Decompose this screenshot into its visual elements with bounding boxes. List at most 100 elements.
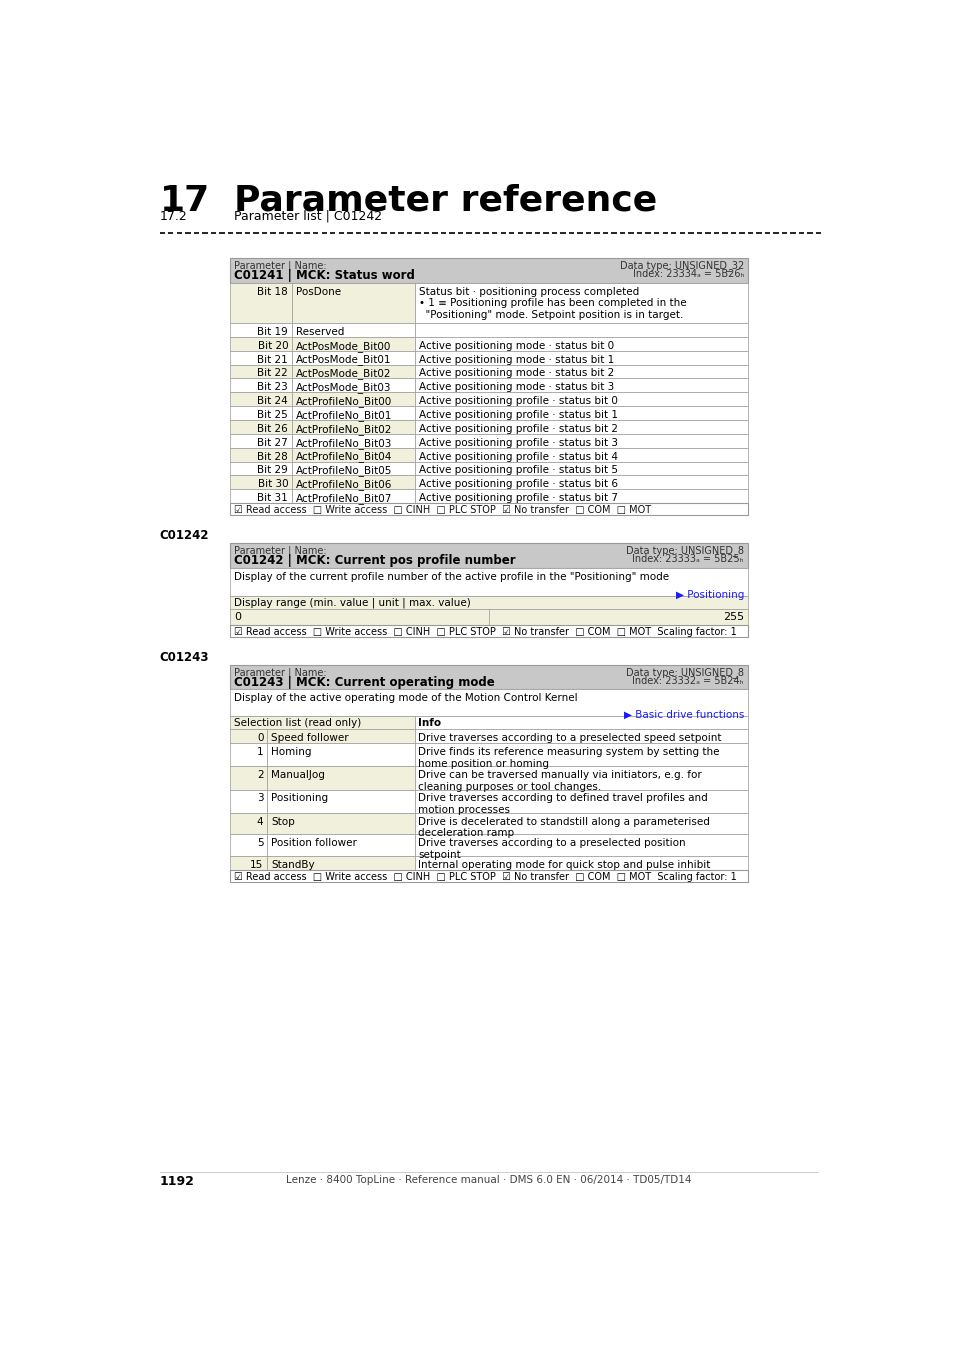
Bar (230, 448, 292, 462)
Text: C01242: C01242 (159, 529, 209, 543)
Text: Selection list (read only): Selection list (read only) (233, 718, 361, 728)
Text: ActProfileNo_Bit05: ActProfileNo_Bit05 (295, 466, 392, 477)
Bar (267, 856, 415, 869)
Bar (292, 351, 415, 364)
Text: Index: 23333ₐ = 5B25ₕ: Index: 23333ₐ = 5B25ₕ (632, 554, 743, 564)
Bar (415, 767, 747, 790)
Text: Active positioning profile · status bit 5: Active positioning profile · status bit … (418, 466, 618, 475)
Text: ActPosMode_Bit02: ActPosMode_Bit02 (295, 369, 391, 379)
Bar (230, 690, 747, 716)
Text: 15: 15 (250, 860, 263, 869)
Text: Bit 18: Bit 18 (257, 286, 288, 297)
Bar (230, 351, 292, 364)
Bar (230, 336, 292, 351)
Text: ▶ Basic drive functions: ▶ Basic drive functions (623, 710, 743, 721)
Bar (292, 378, 415, 393)
Bar (267, 767, 415, 790)
Text: Active positioning profile · status bit 4: Active positioning profile · status bit … (418, 451, 618, 462)
Text: Internal operating mode for quick stop and pulse inhibit: Internal operating mode for quick stop a… (418, 860, 710, 869)
Bar (230, 767, 267, 790)
Text: C01241 | MCK: Status word: C01241 | MCK: Status word (233, 269, 415, 282)
Bar (230, 834, 267, 856)
Text: ActProfileNo_Bit01: ActProfileNo_Bit01 (295, 410, 392, 421)
Text: C01243: C01243 (159, 651, 209, 664)
Text: Parameter | Name:: Parameter | Name: (233, 261, 326, 271)
Bar (415, 393, 747, 406)
Text: Data type: UNSIGNED_32: Data type: UNSIGNED_32 (619, 261, 743, 271)
Text: Bit 31: Bit 31 (257, 493, 288, 504)
Bar (230, 258, 747, 284)
Bar (415, 744, 747, 767)
Bar (230, 406, 292, 420)
Text: ActPosMode_Bit03: ActPosMode_Bit03 (295, 382, 391, 393)
Text: Bit 29: Bit 29 (257, 466, 288, 475)
Text: Position follower: Position follower (271, 838, 356, 848)
Bar (415, 433, 747, 448)
Text: Bit 27: Bit 27 (257, 437, 288, 448)
Bar (230, 729, 267, 744)
Bar (415, 448, 747, 462)
Text: Drive finds its reference measuring system by setting the
home position or homin: Drive finds its reference measuring syst… (418, 747, 720, 768)
Text: 1192: 1192 (159, 1176, 194, 1188)
Bar (415, 716, 747, 729)
Bar (415, 856, 747, 869)
Text: Bit 28: Bit 28 (257, 451, 288, 462)
Bar (230, 716, 415, 729)
Text: Active positioning mode · status bit 3: Active positioning mode · status bit 3 (418, 382, 614, 393)
Bar (230, 609, 747, 625)
Text: ActProfileNo_Bit02: ActProfileNo_Bit02 (295, 424, 392, 435)
Bar (415, 336, 747, 351)
Text: Parameter | Name:: Parameter | Name: (233, 545, 326, 556)
Text: Bit 23: Bit 23 (257, 382, 288, 393)
Text: Active positioning profile · status bit 2: Active positioning profile · status bit … (418, 424, 618, 433)
Bar (230, 664, 747, 690)
Text: Active positioning mode · status bit 1: Active positioning mode · status bit 1 (418, 355, 614, 364)
Bar (415, 364, 747, 378)
Bar (415, 462, 747, 475)
Text: 0: 0 (233, 613, 241, 622)
Bar (415, 378, 747, 393)
Text: StandBy: StandBy (271, 860, 314, 869)
Text: ActProfileNo_Bit07: ActProfileNo_Bit07 (295, 493, 392, 504)
Text: Active positioning profile · status bit 3: Active positioning profile · status bit … (418, 437, 618, 448)
Text: Active positioning profile · status bit 0: Active positioning profile · status bit … (418, 396, 618, 406)
Bar (230, 595, 747, 609)
Bar (292, 475, 415, 489)
Text: Bit 22: Bit 22 (257, 369, 288, 378)
Text: 5: 5 (256, 838, 263, 848)
Text: Stop: Stop (271, 817, 294, 826)
Text: ActProfileNo_Bit03: ActProfileNo_Bit03 (295, 437, 392, 448)
Text: 1: 1 (256, 747, 263, 757)
Text: ☑ Read access  □ Write access  □ CINH  □ PLC STOP  ☑ No transfer  □ COM  □ MOT  : ☑ Read access □ Write access □ CINH □ PL… (233, 872, 736, 882)
Bar (415, 475, 747, 489)
Bar (267, 834, 415, 856)
Text: C01242 | MCK: Current pos profile number: C01242 | MCK: Current pos profile number (233, 554, 515, 567)
Text: 17.2: 17.2 (159, 209, 187, 223)
Bar (230, 323, 292, 336)
Bar (267, 729, 415, 744)
Bar (292, 323, 415, 336)
Text: ☑ Read access  □ Write access  □ CINH  □ PLC STOP  ☑ No transfer  □ COM  □ MOT: ☑ Read access □ Write access □ CINH □ PL… (233, 505, 650, 516)
Text: 255: 255 (722, 613, 743, 622)
Text: Index: 23332ₐ = 5B24ₕ: Index: 23332ₐ = 5B24ₕ (632, 675, 743, 686)
Text: Display of the active operating mode of the Motion Control Kernel: Display of the active operating mode of … (233, 694, 577, 703)
Text: Bit 19: Bit 19 (257, 327, 288, 336)
Text: Bit 21: Bit 21 (257, 355, 288, 364)
Text: Bit 25: Bit 25 (257, 410, 288, 420)
Bar (230, 433, 292, 448)
Text: 2: 2 (256, 771, 263, 780)
Bar (230, 393, 292, 406)
Bar (230, 856, 267, 869)
Bar (230, 625, 747, 637)
Bar (292, 393, 415, 406)
Bar (415, 323, 747, 336)
Bar (267, 790, 415, 813)
Text: ActPosMode_Bit01: ActPosMode_Bit01 (295, 355, 391, 366)
Bar (230, 869, 747, 882)
Bar (230, 284, 292, 323)
Bar (230, 489, 292, 504)
Bar (267, 744, 415, 767)
Bar (230, 462, 292, 475)
Text: ActProfileNo_Bit06: ActProfileNo_Bit06 (295, 479, 392, 490)
Bar (230, 744, 267, 767)
